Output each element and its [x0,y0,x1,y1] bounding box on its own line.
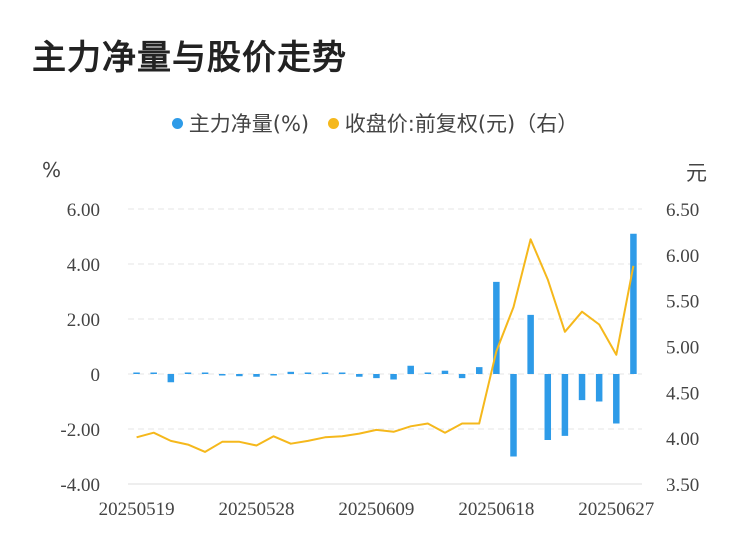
bar[interactable] [167,374,175,383]
axis-ticks: 6.00 4.00 2.00 0 -2.00 -4.00 6.50 6.00 5.50 5.00 4… [60,200,699,520]
bar[interactable] [201,372,209,375]
bar[interactable] [407,365,414,374]
left-tick-label: 0 [91,365,101,386]
x-tick-label: 20250627 [578,499,654,520]
legend-line-label: 收盘价:前复权(元)（右） [344,112,579,136]
left-tick-label: 2.00 [67,310,100,331]
price-line[interactable] [136,238,635,453]
left-tick-label: -4.00 [60,475,100,496]
bar[interactable] [304,372,312,375]
right-tick-label: 6.50 [666,200,699,221]
bar[interactable] [578,374,586,401]
bar[interactable] [287,371,295,374]
bar[interactable] [544,374,552,440]
right-tick-label: 4.00 [666,429,699,450]
bar[interactable] [613,374,620,424]
bar[interactable] [390,374,397,380]
left-axis-unit: % [42,158,62,182]
bar[interactable] [236,374,243,377]
bar-series [133,233,637,457]
bar[interactable] [595,374,603,402]
bar[interactable] [527,314,534,374]
bar[interactable] [150,372,157,375]
right-tick-label: 6.00 [666,246,699,267]
left-tick-label: 4.00 [67,255,100,276]
right-axis-unit: 元 [686,161,707,185]
bar[interactable] [270,374,277,376]
x-tick-label: 20250519 [99,499,175,520]
bar[interactable] [475,367,483,374]
legend-bar-label: 主力净量(%) [188,112,310,136]
legend-line-marker [327,117,339,129]
chart-title: 主力净量与股价走势 [32,38,347,78]
bar[interactable] [133,372,140,375]
bar[interactable] [441,370,449,374]
legend-item-line[interactable]: 收盘价:前复权(元)（右） [327,108,579,138]
legend-item-bar[interactable]: 主力净量(%) [171,108,310,138]
line-series [136,238,635,453]
bar[interactable] [218,374,226,376]
bar[interactable] [458,374,466,379]
bar[interactable] [321,372,329,375]
legend: 主力净量(%) 收盘价:前复权(元)（右） [0,108,750,138]
legend-bar-marker [171,117,183,129]
left-tick-label: 6.00 [67,200,100,221]
bar[interactable] [510,374,517,457]
right-tick-label: 3.50 [666,475,699,496]
right-tick-label: 5.00 [666,338,699,359]
bar[interactable] [253,374,260,377]
x-tick-label: 20250528 [219,499,295,520]
bar[interactable] [630,233,637,374]
bar[interactable] [373,374,380,379]
bar[interactable] [338,372,346,375]
left-tick-label: -2.00 [60,420,100,441]
bar[interactable] [184,372,192,375]
gridlines [128,208,642,485]
right-tick-label: 5.50 [666,292,699,313]
x-tick-label: 20250618 [458,499,534,520]
right-tick-label: 4.50 [666,383,699,404]
x-tick-label: 20250609 [338,499,414,520]
bar[interactable] [561,374,569,436]
bar[interactable] [356,374,363,377]
bar[interactable] [424,372,432,375]
bar[interactable] [493,281,500,374]
